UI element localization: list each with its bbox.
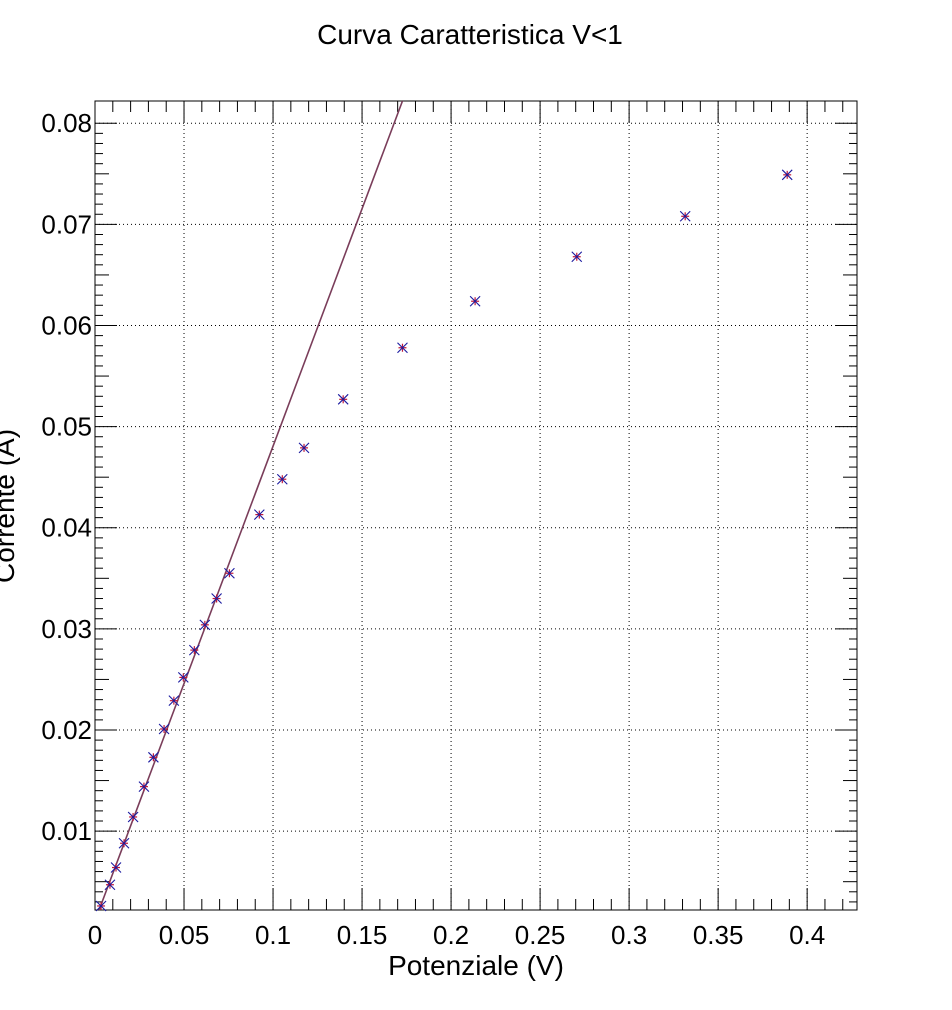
data-point: [118, 837, 130, 849]
grid-layer: [95, 101, 857, 910]
marker-stroke: [253, 509, 265, 520]
marker-stroke: [679, 210, 691, 222]
marker-stroke: [298, 442, 310, 454]
marker-stroke: [276, 473, 288, 485]
y-tick-label: 0.07: [41, 209, 92, 239]
marker-stroke: [110, 862, 122, 873]
marker-stroke: [127, 811, 139, 823]
tick-layer: 0 0.05 0.1 0.15 0.2 0.25 0.3 0.35 0.4 0.01 0.02 0.0…: [41, 101, 857, 950]
data-point: [571, 251, 583, 263]
data-point: [168, 695, 180, 707]
marker-stroke: [224, 567, 235, 579]
data-point: [127, 811, 139, 823]
data-point: [224, 567, 235, 579]
data-point: [158, 723, 170, 735]
data-point: [397, 342, 408, 354]
data-point: [781, 169, 793, 181]
fit-layer: [98, 100, 404, 911]
marker-stroke: [337, 393, 349, 405]
y-tick-label: 0.02: [41, 715, 92, 745]
data-point: [188, 644, 200, 656]
data-point: [276, 473, 288, 485]
data-point: [104, 879, 116, 891]
chart-title: Curva Caratteristica V<1: [317, 19, 623, 50]
x-tick-label: 0.35: [693, 920, 744, 950]
marker-stroke: [95, 900, 107, 912]
x-tick-label: 0: [88, 920, 102, 950]
x-tick-label: 0.2: [433, 920, 469, 950]
marker-stroke: [118, 837, 130, 849]
data-point: [110, 862, 122, 873]
x-tick-label: 0.05: [159, 920, 210, 950]
y-tick-label: 0.04: [41, 513, 92, 543]
data-point: [148, 751, 159, 763]
marker-stroke: [211, 593, 222, 604]
data-point: [138, 781, 150, 793]
data-point: [298, 442, 310, 454]
marker-stroke: [158, 723, 170, 735]
y-tick-label: 0.03: [41, 614, 92, 644]
marker-stroke: [168, 695, 180, 707]
marker-stroke: [781, 169, 793, 181]
x-tick-label: 0.15: [337, 920, 388, 950]
y-tick-label: 0.01: [41, 816, 92, 846]
x-axis-label: Potenziale (V): [388, 950, 564, 981]
marker-stroke: [571, 251, 583, 263]
marker-stroke: [199, 619, 211, 631]
x-tick-label: 0.3: [611, 920, 647, 950]
data-point: [177, 672, 189, 683]
marker-stroke: [469, 295, 481, 307]
x-tick-label: 0.4: [789, 920, 825, 950]
y-tick-label: 0.05: [41, 412, 92, 442]
data-point: [253, 509, 265, 520]
marker-stroke: [397, 342, 408, 354]
data-point: [679, 210, 691, 222]
fit-line: [98, 100, 404, 911]
marker-stroke: [104, 879, 116, 891]
y-axis-label: Corrente (A): [0, 429, 20, 583]
data-point: [95, 900, 107, 912]
x-tick-label: 0.1: [255, 920, 291, 950]
data-point: [211, 593, 222, 604]
x-tick-label: 0.25: [515, 920, 566, 950]
marker-stroke: [148, 751, 159, 763]
marker-stroke: [138, 781, 150, 793]
data-point: [337, 393, 349, 405]
plot-frame: [94, 100, 858, 911]
y-tick-label: 0.06: [41, 310, 92, 340]
marker-stroke: [177, 672, 189, 683]
point-layer: [95, 169, 793, 912]
marker-stroke: [188, 644, 200, 656]
y-tick-label: 0.08: [41, 108, 92, 138]
data-point: [199, 619, 211, 631]
data-point: [469, 295, 481, 307]
